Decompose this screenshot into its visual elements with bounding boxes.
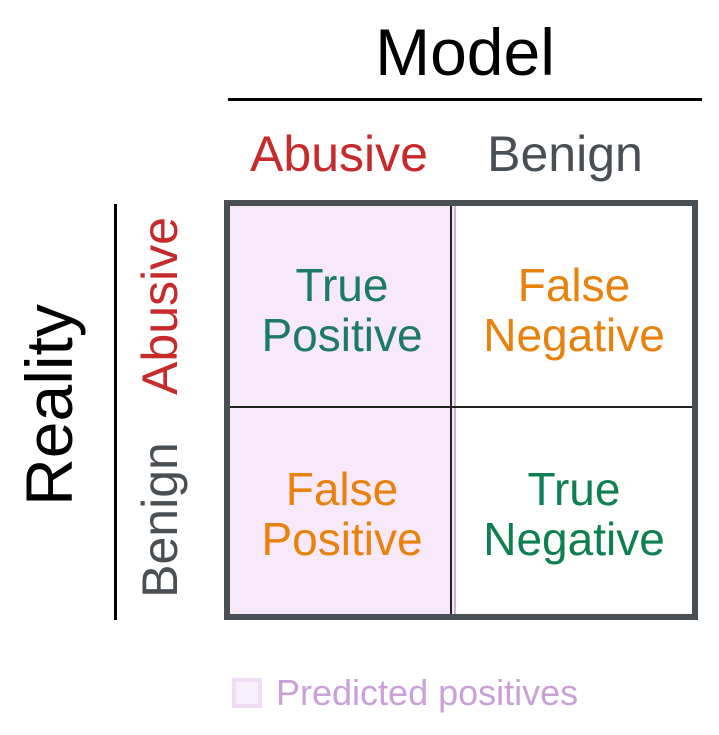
cell-false-positive-line2: Positive: [261, 512, 423, 565]
legend-swatch: [232, 678, 262, 708]
cell-false-positive: False Positive: [230, 413, 456, 614]
row-header-abusive: Abusive: [132, 217, 188, 395]
cell-false-negative-line1: False: [517, 258, 631, 311]
column-header-benign: Benign: [487, 126, 643, 182]
model-axis-rule: [228, 98, 702, 101]
cell-true-positive: True Positive: [230, 206, 456, 413]
model-axis-title: Model: [375, 15, 555, 89]
cell-false-negative: False Negative: [456, 206, 692, 413]
cell-true-negative-line1: True: [527, 462, 621, 515]
cell-false-positive-line1: False: [285, 462, 399, 515]
row-header-benign: Benign: [132, 442, 188, 598]
legend: Predicted positives: [232, 670, 578, 716]
column-header-abusive: Abusive: [250, 126, 428, 182]
cell-true-positive-line2: Positive: [261, 308, 423, 361]
cell-true-positive-line1: True: [295, 258, 389, 311]
confusion-matrix: True Positive False Negative False Posit…: [224, 200, 698, 620]
cell-false-negative-line2: Negative: [483, 308, 665, 361]
matrix-vertical-divider: [450, 206, 452, 614]
reality-axis-title: Reality: [12, 304, 86, 506]
reality-axis-rule: [114, 204, 117, 620]
legend-label: Predicted positives: [276, 672, 579, 713]
cell-true-negative-line2: Negative: [483, 512, 665, 565]
cell-true-negative: True Negative: [456, 413, 692, 614]
matrix-horizontal-divider: [230, 406, 692, 408]
